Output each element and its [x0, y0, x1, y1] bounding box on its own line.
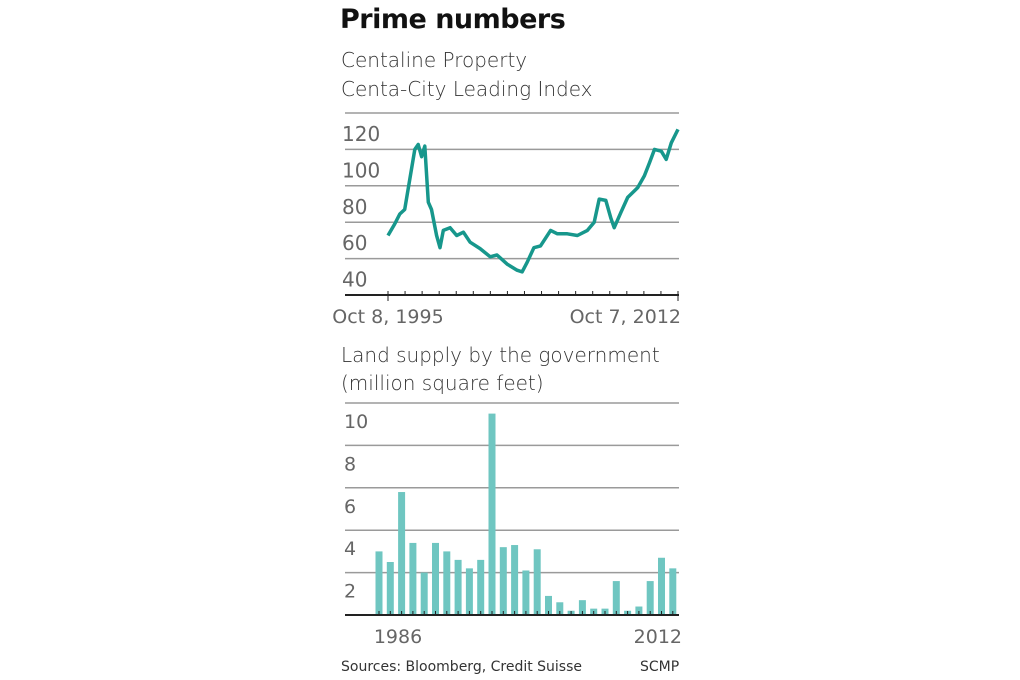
x-tick-label: Oct 7, 2012 — [570, 306, 681, 328]
bar-1994 — [465, 568, 473, 615]
y-tick-label: 4 — [344, 538, 356, 560]
bar-chart-title: Land supply by the government — [341, 343, 660, 367]
bar-1999 — [522, 570, 530, 615]
y-tick-label: 40 — [342, 268, 367, 292]
bar-1998 — [511, 545, 519, 615]
bar-1993 — [454, 559, 462, 615]
y-tick-label: 8 — [344, 453, 356, 475]
bar-2001 — [545, 595, 552, 615]
bar-1986 — [375, 551, 383, 615]
y-tick-label: 100 — [342, 158, 380, 182]
line-chart-title: Centaline Property — [341, 48, 528, 72]
bar-2012 — [669, 568, 677, 615]
x-tick-label: Oct 8, 1995 — [332, 306, 443, 328]
y-tick-label: 10 — [344, 411, 368, 433]
bar-2007 — [612, 581, 620, 615]
y-tick-label: 60 — [342, 231, 367, 255]
line-chart-subtitle: Centa-City Leading Index — [341, 77, 593, 101]
bar-2009 — [635, 606, 643, 615]
bar-1996 — [488, 413, 496, 615]
sources-note: Sources: Bloomberg, Credit Suisse — [341, 659, 583, 675]
bar-1987 — [386, 562, 394, 615]
bar-2010 — [646, 581, 654, 615]
bar-2002 — [556, 602, 564, 615]
bar-1988 — [398, 492, 406, 615]
y-tick-label: 2 — [344, 581, 356, 603]
bar-1991 — [432, 542, 439, 615]
y-tick-label: 6 — [344, 496, 356, 518]
y-tick-label: 120 — [342, 122, 380, 146]
credit-label: SCMP — [640, 659, 680, 675]
x-tick-label: 2012 — [634, 626, 682, 648]
index-line-series — [386, 128, 680, 274]
chart-title: Prime numbers — [340, 4, 566, 35]
bar-2000 — [533, 549, 541, 615]
bar-1997 — [499, 547, 507, 615]
y-tick-label: 80 — [342, 195, 367, 219]
bar-2011 — [658, 557, 665, 615]
bar-2004 — [578, 600, 586, 615]
bar-chart-subtitle: (million square feet) — [341, 371, 544, 395]
bar-1995 — [477, 559, 485, 615]
bar-1990 — [420, 572, 428, 615]
x-tick-label: 1986 — [374, 626, 422, 648]
bar-1989 — [409, 542, 417, 615]
bar-1992 — [443, 551, 451, 615]
